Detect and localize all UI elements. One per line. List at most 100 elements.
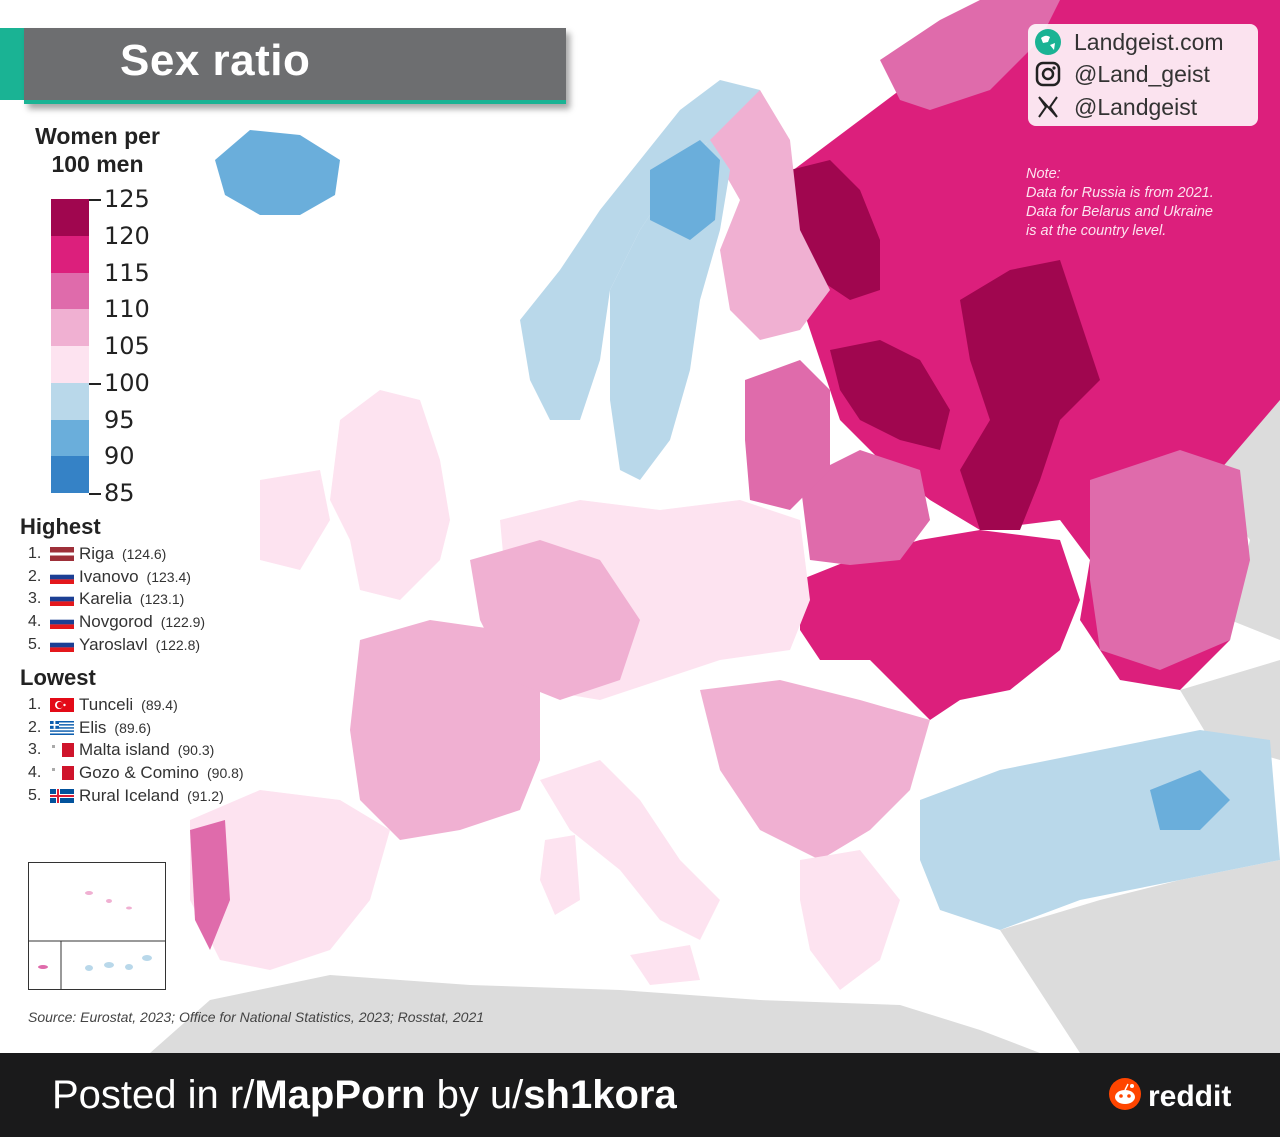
balkans-region	[700, 680, 930, 860]
legend-swatch	[51, 235, 89, 273]
iberia-region	[190, 790, 390, 970]
region-name: Novgorod	[79, 612, 153, 632]
greece-region	[800, 850, 900, 990]
ranking-item: 3. Malta island (90.3)	[28, 740, 214, 760]
ireland-region	[260, 470, 330, 570]
norway-region	[520, 80, 760, 420]
sardinia-region	[540, 835, 580, 915]
legend-color-scale	[51, 199, 89, 493]
rank-number: 1.	[28, 696, 42, 713]
legend-swatch	[51, 309, 89, 346]
british-isles-region	[330, 390, 450, 600]
username-link[interactable]: sh1kora	[523, 1073, 677, 1117]
rank-number: 1.	[28, 545, 42, 562]
ranking-item: 3. Karelia (123.1)	[28, 589, 184, 609]
central-russia-high	[960, 260, 1100, 530]
russia-flag	[50, 637, 74, 652]
ranking-item: 4. Gozo & Comino (90.8)	[28, 763, 244, 783]
region-name: Yaroslavl	[79, 634, 148, 654]
region-name: Riga	[79, 544, 114, 563]
rank-number: 4.	[28, 764, 42, 782]
rank-number: 2.	[28, 567, 42, 585]
legend-tick-label: 110	[104, 295, 150, 324]
inset-map	[29, 891, 165, 989]
region-name: Rural Iceland	[79, 785, 180, 805]
sweden-north-region	[650, 140, 720, 240]
instagram-handle: @Land_geist	[1074, 60, 1210, 87]
africa-landmass	[150, 975, 1040, 1053]
region-name: Gozo & Comino	[79, 763, 199, 783]
map-title: Sex ratio	[120, 36, 311, 85]
europe-choropleth-map	[150, 0, 1280, 1053]
belarus-region	[800, 450, 930, 565]
russia-flag	[50, 569, 74, 584]
legend-tick-label: 95	[104, 405, 135, 434]
lowest-heading: Lowest	[20, 665, 96, 690]
x-logo-icon	[1034, 93, 1062, 121]
middle-east-landmass	[1000, 860, 1280, 1053]
social-links-box: Landgeist.com @Land_geist @Landgeist	[1028, 24, 1258, 126]
latvia-flag	[50, 547, 74, 561]
ratio-value: (90.8)	[207, 765, 244, 782]
rank-number: 3.	[28, 590, 42, 608]
rank-number: 5.	[28, 635, 42, 653]
ranking-item: 5. Rural Iceland (91.2)	[28, 786, 224, 806]
x-handle: @Landgeist	[1074, 93, 1198, 120]
ranking-item: 2. Elis (89.6)	[28, 718, 151, 738]
source-citation: Source: Eurostat, 2023; Office for Natio…	[28, 1009, 485, 1025]
legend-swatch	[51, 382, 89, 420]
reddit-alien-icon	[1108, 1077, 1142, 1116]
legend-tick-mark	[89, 493, 101, 495]
ratio-value: (123.1)	[139, 591, 185, 608]
novgorod-region	[830, 340, 950, 450]
iceland-flag	[50, 788, 74, 803]
legend-tick-label: 85	[104, 479, 135, 507]
by-label: by u/	[425, 1073, 524, 1117]
ranking-item: 1. Tunceli (89.4)	[28, 695, 178, 715]
legend-tick-label: 100	[104, 368, 150, 397]
legend-tick-label: 90	[104, 442, 135, 471]
benelux-germany-region	[470, 540, 640, 700]
reddit-logo[interactable]: reddit	[1108, 1077, 1231, 1116]
ranking-item: 1. Riga (124.6)	[28, 544, 166, 564]
website-text: Landgeist.com	[1074, 28, 1224, 55]
turkey-flag	[50, 698, 74, 712]
russia-flag	[50, 592, 74, 607]
legend-swatch	[51, 456, 89, 493]
greece-flag	[50, 720, 74, 735]
globe-icon	[1034, 28, 1062, 56]
ratio-value: (123.4)	[146, 568, 191, 585]
instagram-link[interactable]: @Land_geist	[1034, 59, 1210, 89]
subreddit-link[interactable]: MapPorn	[254, 1073, 426, 1117]
x-link[interactable]: @Landgeist	[1034, 92, 1197, 122]
legend-tick-mark	[89, 382, 101, 385]
legend-swatch	[51, 346, 89, 383]
ranking-item: 4. Novgorod (122.9)	[28, 612, 205, 632]
russia-flag	[50, 615, 74, 630]
note-line-1: Note:	[1026, 166, 1061, 182]
title-box: Sex ratio	[24, 28, 566, 104]
website-link[interactable]: Landgeist.com	[1034, 27, 1224, 57]
ratio-value: (124.6)	[121, 546, 167, 562]
iceland-region	[215, 130, 340, 215]
legend-tick-label: 105	[104, 332, 150, 360]
caucasus-landmass	[1180, 660, 1280, 760]
rank-number: 2.	[28, 718, 42, 736]
legend-title-line-1: Women per	[35, 123, 160, 149]
highest-heading: Highest	[20, 514, 101, 539]
russia-north-region	[880, 0, 1060, 110]
note-line-3: Data for Belarus and Ukraine	[1026, 204, 1213, 220]
malta-flag	[50, 766, 74, 781]
legend-swatch	[51, 419, 89, 457]
malta-flag	[50, 743, 74, 758]
instagram-icon	[1034, 60, 1062, 88]
legend-tick-label: 125	[104, 185, 150, 213]
rank-number: 3.	[28, 741, 42, 759]
ratio-value: (90.3)	[177, 742, 215, 759]
russia-data-note: Note: Data for Russia is from 2021. Data…	[1026, 165, 1276, 241]
turkey-east-region	[1150, 770, 1230, 830]
legend-title-line-2: 100 men	[51, 151, 144, 177]
ratio-value: (122.9)	[160, 614, 206, 631]
ratio-value: (91.2)	[187, 787, 224, 804]
region-name: Ivanovo	[79, 566, 139, 586]
